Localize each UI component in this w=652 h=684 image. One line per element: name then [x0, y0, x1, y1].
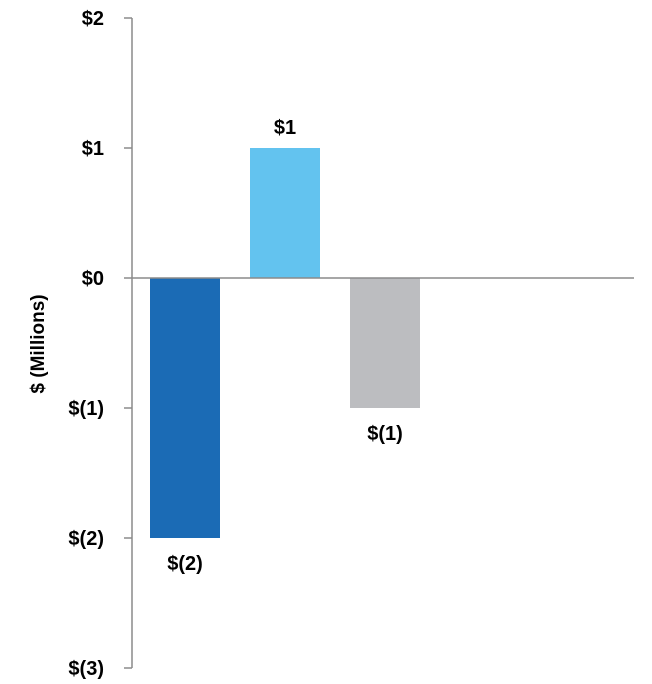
bar: [250, 148, 320, 278]
bar-data-label: $1: [274, 117, 296, 139]
y-axis-ticks: $2 $1 $0 $(1) $(2) $(3): [68, 8, 132, 680]
y-axis-title: $ (Millions): [28, 294, 49, 393]
y-tick-label: $(3): [68, 658, 104, 680]
y-tick-label: $(2): [68, 528, 104, 550]
bar: [350, 278, 420, 408]
y-tick-label: $2: [82, 8, 104, 30]
bar-data-label: $(1): [367, 423, 403, 445]
y-tick-label: $1: [82, 138, 104, 160]
y-tick-label: $0: [82, 268, 104, 290]
y-tick-label: $(1): [68, 398, 104, 420]
bar-data-label: $(2): [167, 553, 203, 575]
data-labels-group: $(2) $1 $(1): [167, 117, 403, 575]
bar: [150, 278, 220, 538]
bars-group: [150, 148, 420, 538]
